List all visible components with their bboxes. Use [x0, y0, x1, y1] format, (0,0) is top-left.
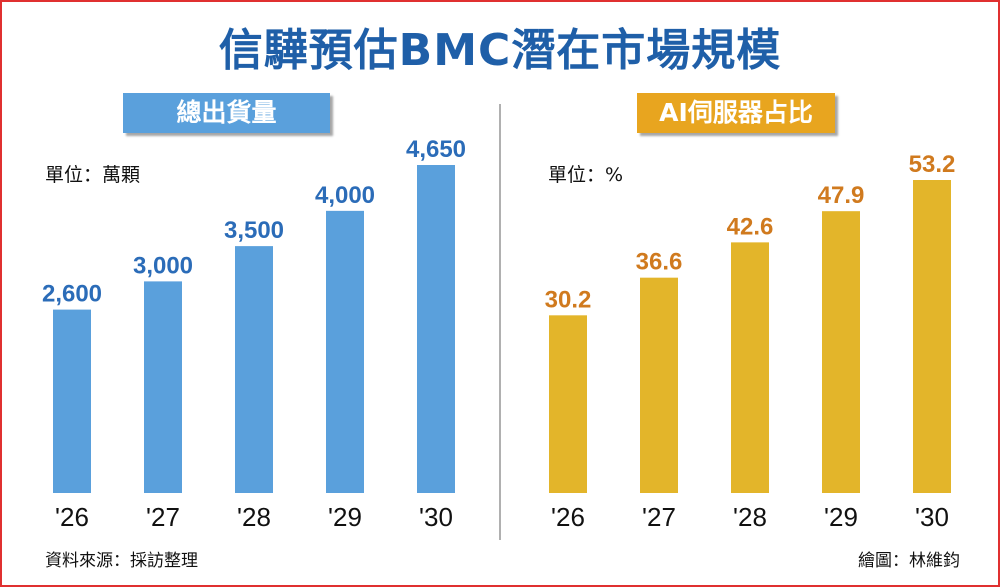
right-bar: [549, 315, 587, 493]
left-category-label: '28: [237, 502, 271, 532]
left-value-label: 4,000: [315, 182, 375, 209]
right-category-label: '26: [551, 502, 585, 532]
left-bar: [144, 281, 182, 493]
right-unit-label: 單位：%: [548, 164, 624, 186]
left-value-label: 3,500: [224, 217, 284, 244]
left-panel-label: 總出貨量: [123, 93, 330, 133]
left-category-label: '26: [55, 502, 89, 532]
right-bar: [913, 180, 951, 493]
left-value-label: 2,600: [42, 281, 102, 308]
left-bar-chart: 2,600 '26 3,000 '27 3,500 '28 4,000 '29 4,650 '30: [42, 136, 466, 532]
right-bar: [822, 211, 860, 494]
right-value-label: 30.2: [545, 286, 592, 313]
credit-note: 繪圖：林維鈞: [858, 551, 960, 571]
right-bar: [640, 277, 678, 493]
right-bar-chart: 30.2 '26 36.6 '27 42.6 '28 47.9 '29 53.2 '30: [545, 151, 956, 532]
right-panel-label: AI伺服器占比: [637, 93, 835, 133]
right-category-label: '29: [824, 502, 858, 532]
right-bar: [731, 242, 769, 493]
left-category-label: '30: [419, 502, 453, 532]
left-value-label: 3,000: [133, 252, 193, 279]
right-value-label: 36.6: [636, 249, 683, 276]
left-bar: [53, 309, 91, 493]
panel-divider: [499, 104, 501, 540]
page-title: 信驊預估BMC潛在市場規模: [218, 25, 782, 76]
right-category-label: '27: [642, 502, 676, 532]
right-value-label: 53.2: [909, 151, 956, 178]
left-bar: [417, 165, 455, 493]
right-value-label: 42.6: [727, 213, 774, 240]
left-category-label: '29: [328, 502, 362, 532]
left-bar: [235, 246, 273, 493]
source-note: 資料來源：採訪整理: [45, 551, 198, 571]
right-category-label: '30: [915, 502, 949, 532]
right-category-label: '28: [733, 502, 767, 532]
right-value-label: 47.9: [818, 182, 865, 209]
left-unit-label: 單位：萬顆: [45, 164, 141, 186]
left-bar: [326, 210, 364, 493]
left-category-label: '27: [146, 502, 180, 532]
left-value-label: 4,650: [406, 136, 466, 163]
